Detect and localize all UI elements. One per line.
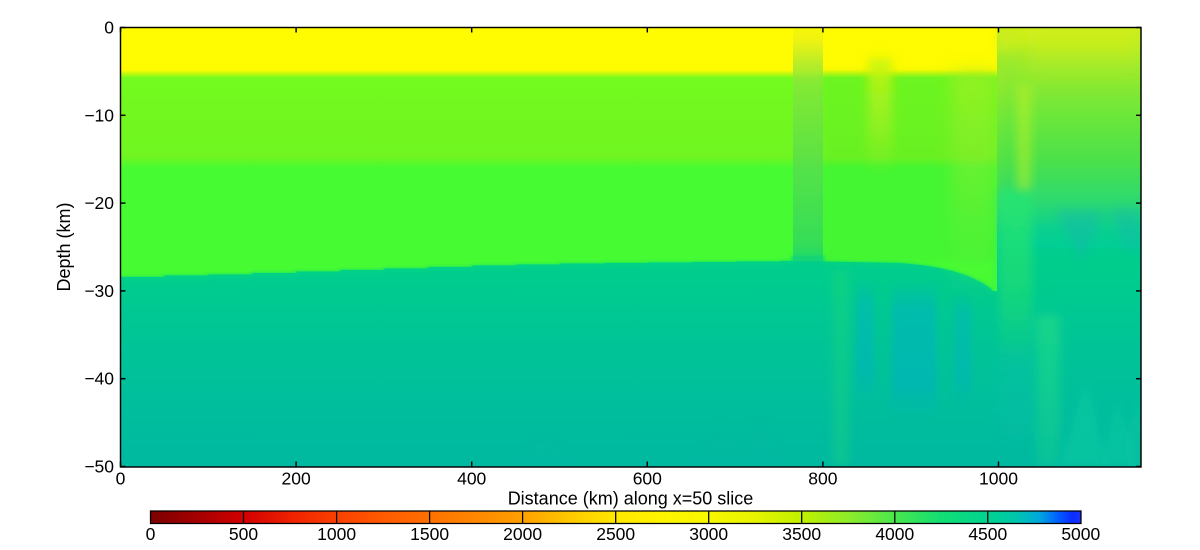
svg-text:5000: 5000: [1061, 524, 1100, 544]
svg-text:400: 400: [457, 469, 486, 489]
svg-text:3500: 3500: [782, 524, 821, 544]
svg-text:0: 0: [104, 18, 114, 38]
svg-text:Distance (km) along x=50 slice: Distance (km) along x=50 slice: [508, 489, 754, 509]
svg-text:−50: −50: [84, 457, 114, 477]
svg-text:−30: −30: [84, 281, 114, 301]
svg-text:800: 800: [808, 469, 837, 489]
svg-text:−10: −10: [84, 105, 114, 125]
svg-text:4500: 4500: [968, 524, 1007, 544]
svg-text:1000: 1000: [979, 469, 1018, 489]
svg-text:Depth (km): Depth (km): [54, 202, 74, 291]
svg-text:0: 0: [146, 524, 156, 544]
svg-text:3000: 3000: [689, 524, 728, 544]
svg-text:500: 500: [229, 524, 258, 544]
svg-text:1000: 1000: [317, 524, 356, 544]
svg-text:−40: −40: [84, 369, 114, 389]
svg-text:600: 600: [633, 469, 662, 489]
svg-text:2000: 2000: [503, 524, 542, 544]
svg-text:−20: −20: [84, 193, 114, 213]
svg-text:0: 0: [116, 469, 126, 489]
svg-text:2500: 2500: [596, 524, 635, 544]
svg-text:4000: 4000: [875, 524, 914, 544]
svg-text:200: 200: [281, 469, 310, 489]
svg-text:1500: 1500: [410, 524, 449, 544]
